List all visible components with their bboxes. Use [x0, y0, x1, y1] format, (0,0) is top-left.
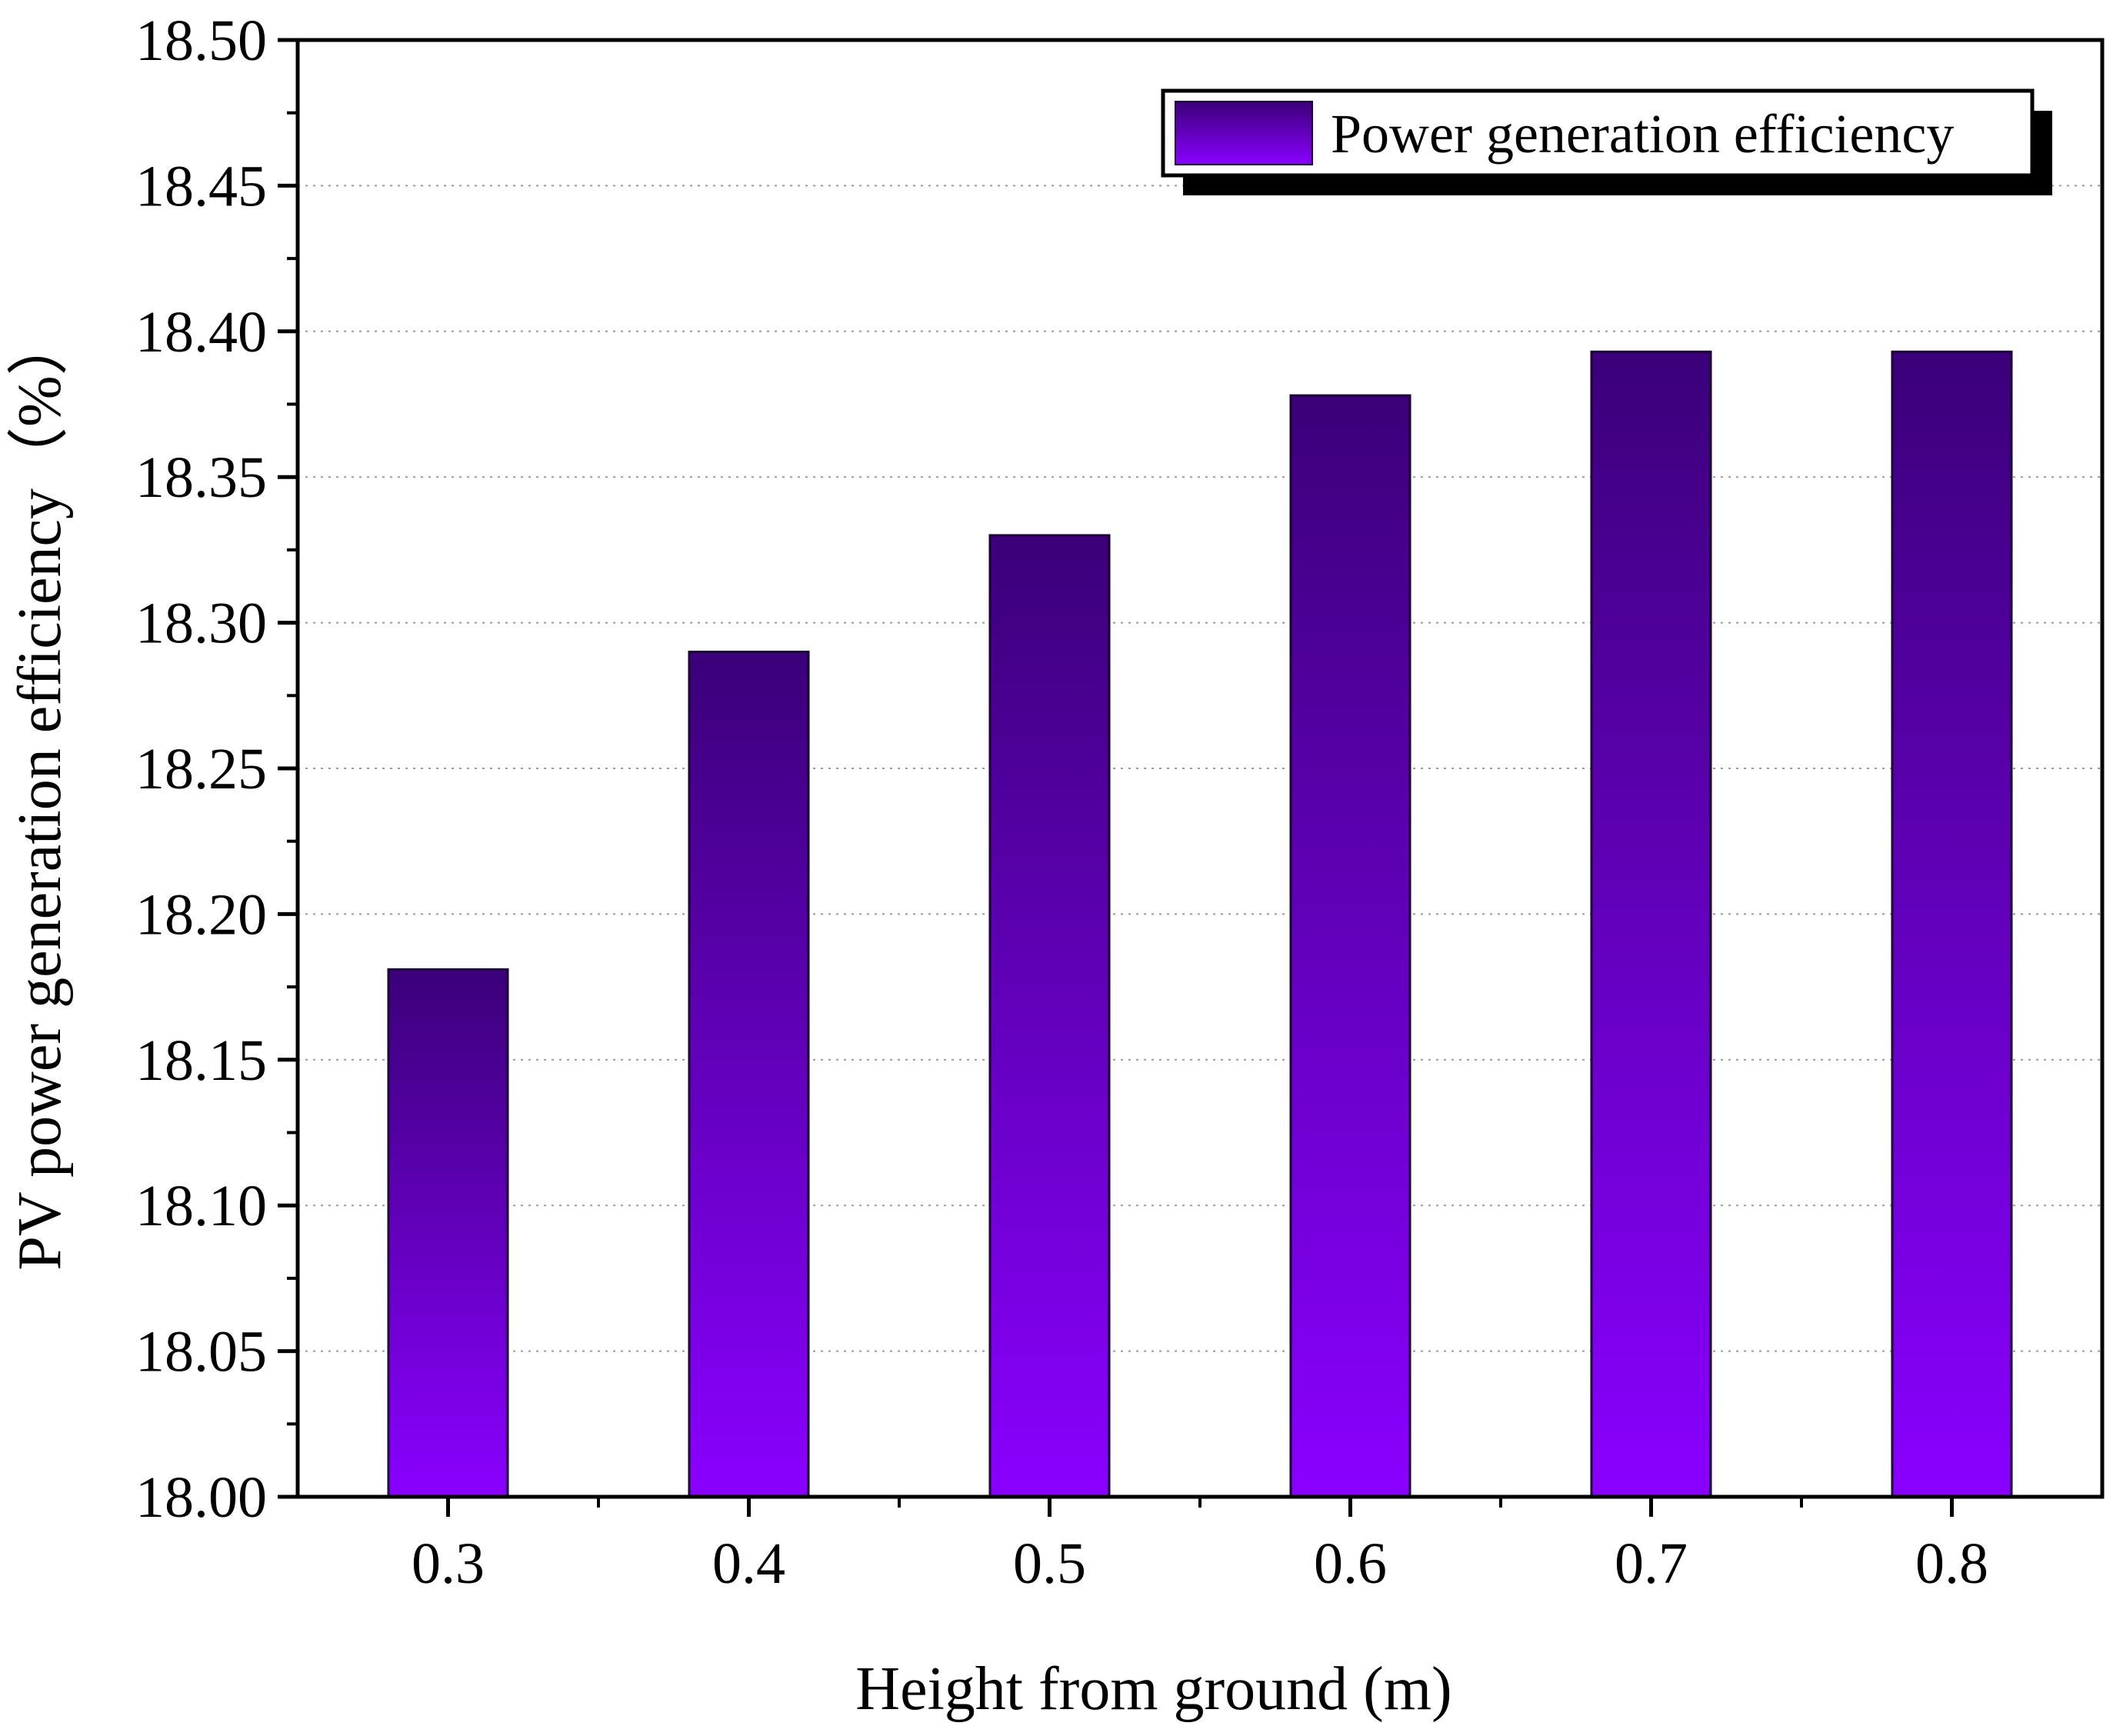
bar — [988, 534, 1111, 1498]
plot-frame — [295, 38, 2105, 1499]
labels-layer: 18.00 18.05 18.10 18.15 18.20 18.25 18.30 18.35… — [6, 8, 1988, 1723]
bar — [387, 968, 509, 1498]
y-tick-label: 18.40 — [135, 300, 267, 365]
x-tick-label: 0.4 — [712, 1531, 785, 1596]
bar — [1891, 350, 2013, 1498]
legend: Power generation efficiency — [1161, 88, 2052, 195]
legend-label: Power generation efficiency — [1331, 103, 1954, 165]
x-tick-label: 0.3 — [412, 1531, 485, 1596]
x-tick-label: 0.5 — [1013, 1531, 1086, 1596]
y-tick-label: 18.30 — [135, 591, 267, 656]
y-tick-label: 18.25 — [135, 737, 267, 801]
grid-layer — [298, 185, 2102, 1352]
y-tick-label: 18.50 — [135, 8, 267, 73]
axes-layer — [278, 38, 2105, 1517]
bar — [688, 650, 810, 1498]
y-tick-label: 18.45 — [135, 154, 267, 218]
y-tick-label: 18.00 — [135, 1465, 267, 1530]
y-tick-label: 18.15 — [135, 1028, 267, 1093]
legend-swatch — [1175, 101, 1313, 165]
x-tick-label: 0.7 — [1615, 1531, 1688, 1596]
y-tick-label: 18.05 — [135, 1320, 267, 1384]
bar — [1289, 394, 1411, 1498]
x-tick-label: 0.8 — [1915, 1531, 1988, 1596]
y-tick-label: 18.35 — [135, 445, 267, 510]
y-tick-label: 18.10 — [135, 1174, 267, 1238]
bars-layer — [387, 350, 2013, 1498]
y-axis-title: PV power generation efficiency（%） — [6, 314, 74, 1270]
y-tick-label: 18.20 — [135, 882, 267, 947]
x-axis-title: Height from ground (m) — [855, 1655, 1451, 1723]
bar — [1590, 350, 1712, 1498]
x-tick-label: 0.6 — [1314, 1531, 1387, 1596]
